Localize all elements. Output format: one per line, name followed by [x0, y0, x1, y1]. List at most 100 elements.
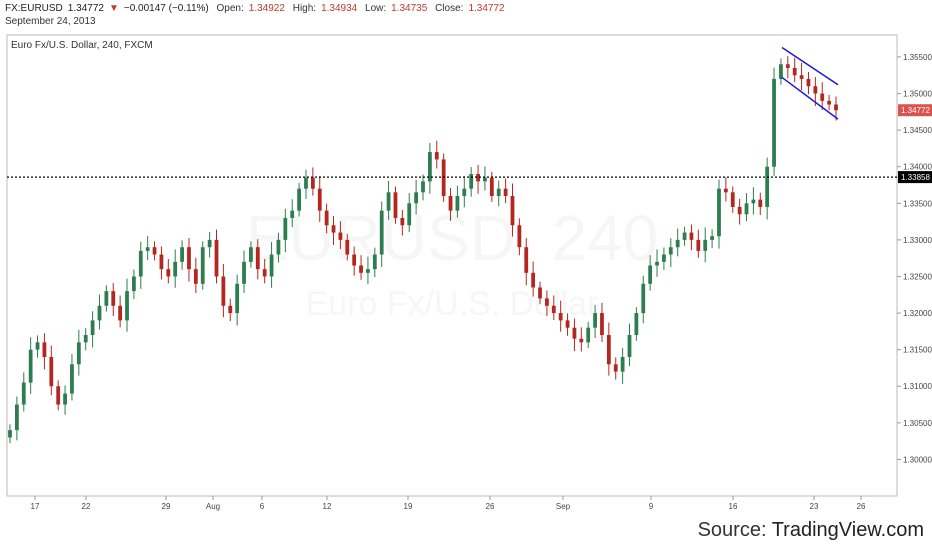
candle-body: [414, 192, 418, 203]
candle-body: [318, 189, 322, 211]
candle-body: [813, 86, 817, 93]
candle-body: [270, 255, 274, 277]
candle-body: [552, 306, 556, 313]
candle-body: [779, 64, 783, 79]
candle-body: [566, 320, 570, 327]
x-tick-label: 6: [260, 502, 265, 511]
candle-body: [194, 269, 198, 284]
x-tick-label: Sep: [556, 502, 571, 511]
y-tick-label: 1.35500: [903, 53, 932, 62]
candle-body: [221, 276, 225, 305]
candle-body: [366, 269, 370, 273]
candle-body: [104, 291, 108, 306]
candle-body: [139, 251, 143, 277]
candle-body: [56, 386, 60, 404]
y-tick-label: 1.31500: [903, 346, 932, 355]
candle-body: [91, 320, 95, 335]
y-tick-label: 1.32000: [903, 309, 932, 318]
y-tick-label: 1.30000: [903, 455, 932, 464]
candle-body: [827, 101, 831, 105]
candle-body: [235, 284, 239, 313]
x-tick-label: Aug: [206, 502, 220, 511]
candle-body: [160, 255, 164, 270]
candle-body: [717, 189, 721, 237]
candle-body: [511, 196, 515, 225]
candle-body: [559, 313, 563, 320]
candle-body: [208, 240, 212, 247]
candle-body: [738, 207, 742, 214]
watermark-line1: EURUSD, 240: [246, 202, 659, 274]
candle-body: [469, 174, 473, 189]
candle-body: [456, 196, 460, 211]
candle-body: [63, 394, 67, 405]
candle-body: [538, 287, 542, 298]
candle-body: [111, 291, 115, 306]
candle-body: [504, 189, 508, 196]
candle-body: [339, 233, 343, 240]
x-tick-label: 26: [486, 502, 495, 511]
y-tick-label: 1.35000: [903, 90, 932, 99]
candle-body: [662, 255, 666, 262]
candle-body: [387, 192, 391, 210]
candle-body: [187, 247, 191, 269]
candle-body: [304, 178, 308, 189]
level-tag-label: 1.33858: [901, 173, 930, 182]
candle-body: [400, 218, 404, 225]
candle-body: [70, 364, 74, 393]
x-tick-label: 19: [404, 502, 413, 511]
candle-body: [201, 247, 205, 284]
source-prefix: Source:: [698, 519, 772, 541]
candle-body: [641, 284, 645, 313]
candle-body: [800, 75, 804, 79]
candle-body: [731, 192, 735, 207]
candle-body: [490, 178, 494, 196]
y-tick-label: 1.30500: [903, 419, 932, 428]
candle-body: [579, 339, 583, 343]
candle-body: [180, 247, 184, 262]
y-tick-label: 1.33500: [903, 199, 932, 208]
overlays: 1.33858 1.34772: [7, 47, 932, 183]
candle-body: [359, 266, 363, 273]
candle-body: [22, 383, 26, 405]
x-tick-label: 12: [323, 502, 332, 511]
candle-body: [49, 357, 53, 386]
candle-body: [772, 79, 776, 167]
candle-body: [593, 313, 597, 328]
candle-body: [118, 306, 122, 321]
candle-body: [249, 247, 253, 262]
candle-body: [263, 269, 267, 276]
candle-body: [325, 211, 329, 226]
chart-title: Euro Fx/U.S. Dollar, 240, FXCM: [11, 40, 153, 51]
candle-body: [166, 269, 170, 276]
candle-body: [215, 240, 219, 277]
candle-body: [290, 211, 294, 218]
candle-body: [758, 200, 762, 207]
x-tick-label: 22: [82, 502, 91, 511]
candle-body: [125, 291, 129, 320]
candle-body: [242, 262, 246, 284]
candle-body: [614, 364, 618, 371]
candle-body: [407, 203, 411, 225]
candle-body: [462, 189, 466, 196]
candle-body: [634, 313, 638, 335]
x-tick-label: 16: [729, 502, 738, 511]
candle-body: [600, 313, 604, 335]
candle-body: [648, 266, 652, 284]
y-tick-label: 1.34500: [903, 126, 932, 135]
x-tick-label: 17: [31, 502, 40, 511]
candle-body: [153, 247, 157, 254]
candle-body: [655, 262, 659, 266]
candle-body: [752, 200, 756, 204]
x-tick-label: 26: [857, 502, 866, 511]
candle-body: [690, 233, 694, 240]
candle-body: [765, 167, 769, 207]
candle-body: [483, 178, 487, 182]
candle-body: [29, 350, 33, 383]
candle-body: [786, 64, 790, 68]
candle-body: [43, 342, 47, 357]
x-tick-label: 9: [649, 502, 654, 511]
candle-body: [573, 328, 577, 339]
candle-body: [277, 240, 281, 255]
candle-body: [703, 240, 707, 251]
